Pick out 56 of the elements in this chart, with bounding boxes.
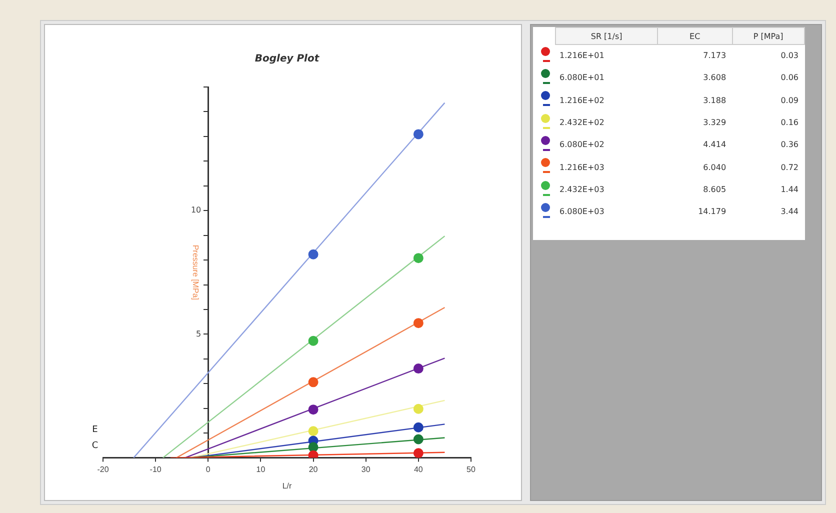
legend-label: 6.080E+02 — [558, 139, 606, 152]
text: 3.329 — [702, 117, 728, 130]
point — [308, 336, 318, 346]
x-tick-label: -10 — [150, 464, 162, 474]
point — [308, 404, 318, 415]
text: 0.16 — [780, 117, 800, 130]
text: C — [92, 441, 98, 452]
text: 0.09 — [780, 94, 800, 107]
text: 3.44 — [780, 206, 800, 218]
point — [413, 448, 424, 458]
x-tick-label: 40 — [414, 464, 424, 474]
text: 3.188 — [702, 94, 728, 107]
legend-label: 2.432E+02 — [558, 117, 606, 130]
text: 4.414 — [702, 139, 728, 152]
legend-label: 1.216E+02 — [558, 94, 606, 107]
x-tick-label: 50 — [466, 464, 476, 474]
point — [308, 249, 318, 260]
point — [308, 377, 318, 388]
legend-label: 2.432E+03 — [558, 184, 606, 196]
point — [413, 253, 424, 264]
text: 1.44 — [780, 184, 800, 196]
text: 0.36 — [780, 139, 800, 152]
text: 6.040 — [702, 162, 728, 174]
text: 0.72 — [780, 162, 800, 174]
text: 7.173 — [702, 50, 728, 62]
text: 14.179 — [697, 206, 728, 218]
x-tick-label: 30 — [361, 464, 371, 474]
legend-label: 1.216E+03 — [558, 162, 606, 174]
point — [413, 364, 424, 374]
point — [413, 404, 424, 414]
point — [308, 426, 318, 436]
x-tick-label: -20 — [97, 464, 110, 474]
point — [413, 129, 424, 140]
point — [413, 318, 424, 328]
chart-title: Bogley Plot — [254, 54, 320, 65]
text: 8.605 — [702, 184, 728, 196]
point — [413, 434, 424, 444]
x-tick-label: 10 — [256, 464, 266, 474]
legend-label: 1.216E+01 — [558, 50, 606, 62]
text: EC — [658, 28, 732, 44]
x-tick-label: 20 — [308, 464, 318, 474]
y-axis-title: Pressure [MPa] — [191, 244, 200, 300]
x-tick-label: 0 — [206, 464, 211, 474]
text: SR [1/s] — [556, 28, 658, 44]
text: E — [92, 425, 98, 436]
y-tick-label: 5 — [196, 329, 202, 338]
legend-label: 6.080E+03 — [558, 206, 606, 218]
text: P [MPa] — [732, 28, 804, 44]
text: 0.03 — [780, 50, 800, 62]
x-axis-title: L/r — [282, 481, 292, 490]
point — [413, 422, 424, 432]
text: 0.06 — [780, 72, 800, 84]
text: 3.608 — [702, 72, 728, 84]
point — [308, 450, 318, 458]
point — [308, 442, 318, 452]
legend-label: 6.080E+01 — [558, 72, 606, 84]
